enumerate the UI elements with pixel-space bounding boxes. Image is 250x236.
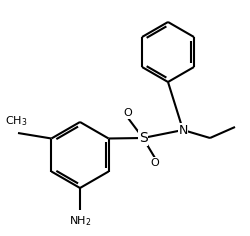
Text: O: O [124, 108, 132, 118]
Text: S: S [138, 131, 147, 145]
Text: NH$_2$: NH$_2$ [69, 214, 91, 228]
Text: O: O [150, 158, 160, 168]
Text: N: N [178, 123, 188, 136]
Text: CH$_3$: CH$_3$ [5, 114, 27, 128]
